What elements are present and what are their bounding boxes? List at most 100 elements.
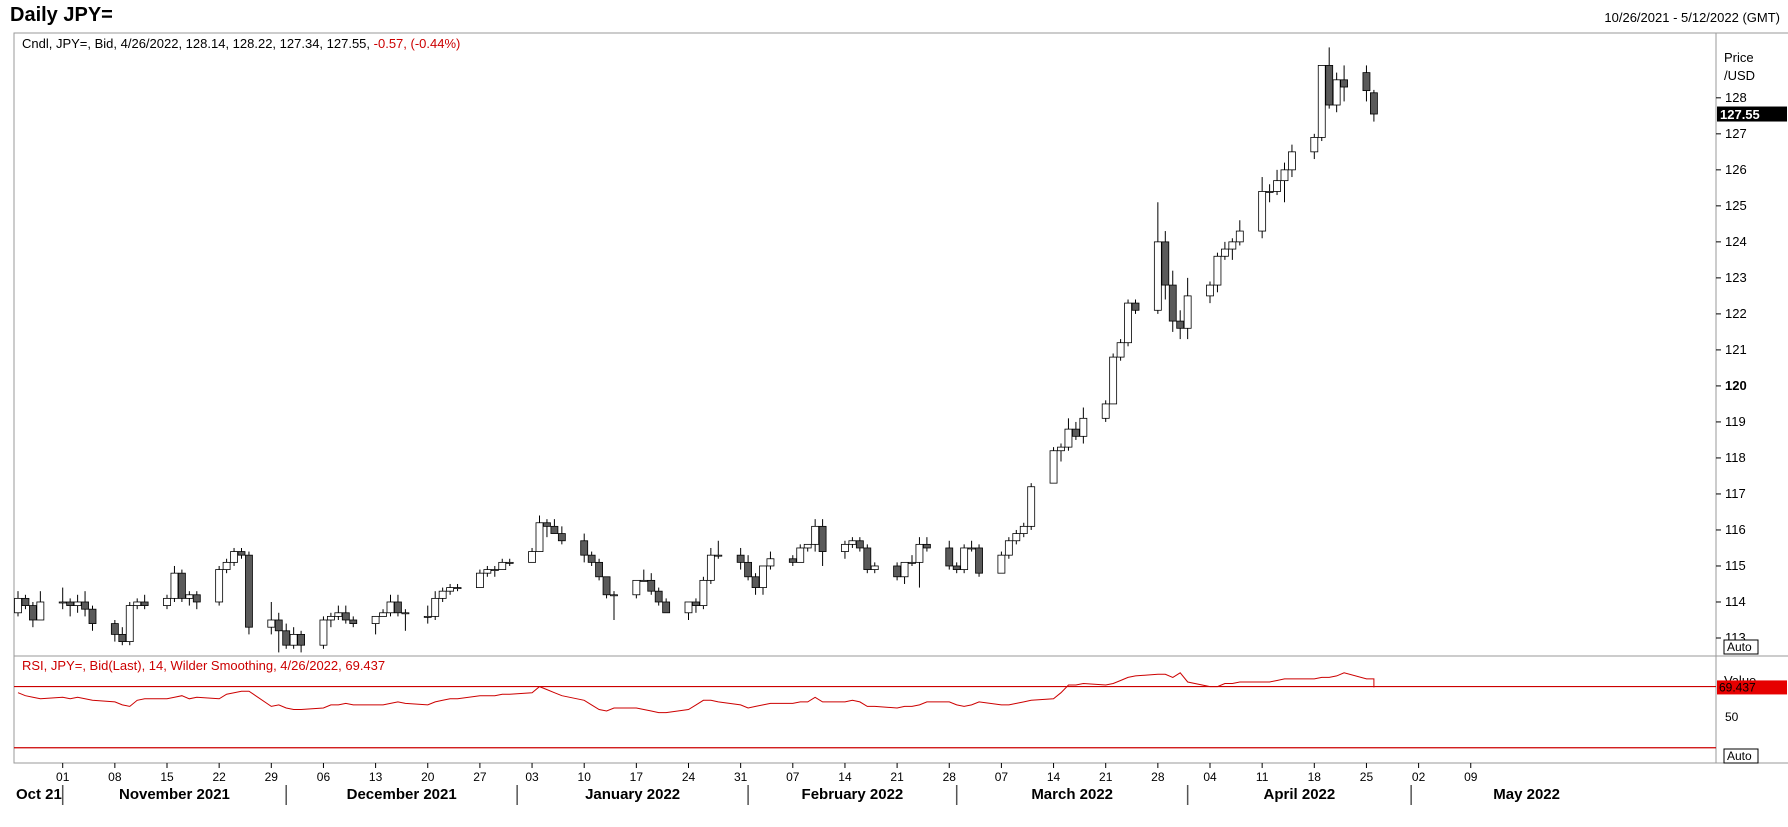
- candle: [423, 605, 432, 624]
- rsi-auto-button[interactable]: Auto: [1723, 748, 1759, 764]
- price-tick-label: 117: [1725, 486, 1746, 501]
- candle: [21, 594, 30, 610]
- candle: [543, 519, 551, 538]
- candle: [1273, 169, 1281, 196]
- candle-body: [841, 543, 849, 552]
- candle: [692, 598, 700, 613]
- date-tick-label: 21: [890, 770, 904, 784]
- candle: [1183, 277, 1192, 340]
- date-axis-ticks: 01 08 15 22 29 06 13 20 27 03 10 17 24 31 07 14 21 28 07 14…: [56, 763, 1478, 805]
- candle: [632, 579, 641, 599]
- last-price-marker: 127.55: [1717, 106, 1787, 122]
- candle-body: [1019, 525, 1028, 534]
- candle: [1221, 241, 1229, 260]
- candle: [818, 519, 827, 566]
- candle-body: [1317, 65, 1326, 138]
- candle: [28, 601, 37, 628]
- date-tick-label: 24: [682, 770, 696, 784]
- candle: [125, 601, 134, 646]
- date-tick-label: 08: [108, 770, 122, 784]
- candle: [192, 591, 201, 610]
- candle: [163, 594, 171, 610]
- candle: [483, 565, 492, 577]
- date-tick-label: 22: [212, 770, 226, 784]
- chart-title: Daily JPY=: [10, 4, 113, 26]
- price-tick-label: 118: [1725, 450, 1746, 465]
- candle: [58, 587, 67, 610]
- candle-body: [580, 540, 589, 556]
- price-tick-label: 120: [1725, 378, 1747, 393]
- candle: [267, 601, 276, 635]
- candle-body: [975, 547, 983, 574]
- candle-body: [297, 633, 306, 646]
- candle: [1280, 162, 1289, 203]
- candle-body: [125, 605, 134, 642]
- candle-body: [602, 576, 611, 596]
- candle-body: [1109, 356, 1118, 405]
- candle: [1258, 177, 1267, 239]
- candle: [1310, 133, 1319, 160]
- candle: [1213, 252, 1222, 293]
- candle-body: [282, 630, 291, 646]
- candle-body: [923, 543, 931, 549]
- date-tick-label: 17: [630, 770, 644, 784]
- price-tick-label: 128: [1725, 90, 1747, 105]
- candle-body: [401, 612, 410, 615]
- candle-body: [1206, 284, 1214, 297]
- candle-body: [1161, 241, 1170, 286]
- candle: [334, 605, 343, 620]
- candle: [654, 587, 663, 606]
- price-tick-label: 127: [1725, 126, 1747, 141]
- candle-body: [177, 572, 186, 599]
- candle-body: [1079, 417, 1088, 437]
- candle: [788, 555, 797, 566]
- candle-body: [81, 601, 89, 610]
- date-tick-label: 18: [1308, 770, 1322, 784]
- price-legend: Cndl, JPY=, Bid, 4/26/2022, 128.14, 128.…: [22, 36, 460, 51]
- candle-body: [639, 579, 648, 582]
- candle: [736, 547, 745, 570]
- candle-body: [88, 608, 97, 624]
- candle-body: [1176, 320, 1185, 329]
- candle: [975, 544, 983, 577]
- date-tick-label: 28: [1151, 770, 1165, 784]
- candle: [1265, 184, 1274, 203]
- candle: [237, 547, 246, 559]
- candle-body: [632, 579, 641, 596]
- month-label: November 2021: [119, 786, 230, 803]
- candle-body: [349, 619, 358, 624]
- candle: [602, 576, 611, 599]
- candle-body: [326, 615, 335, 621]
- month-label: January 2022: [585, 786, 680, 803]
- candle: [863, 544, 872, 574]
- candle-body: [133, 601, 142, 606]
- candle-body: [997, 554, 1006, 574]
- candle: [297, 630, 306, 653]
- date-tick-label: 04: [1203, 770, 1217, 784]
- candle-body: [334, 612, 343, 617]
- candle: [1176, 310, 1185, 340]
- candle: [1064, 418, 1073, 451]
- candle-body: [557, 533, 566, 542]
- candle-body: [863, 547, 872, 570]
- candle-body: [36, 601, 45, 621]
- candle: [498, 558, 507, 570]
- candle: [1168, 270, 1177, 332]
- candle: [915, 537, 924, 588]
- candle-body: [1131, 302, 1140, 311]
- price-tick-label: 114: [1725, 594, 1746, 609]
- date-tick-label: 28: [943, 770, 957, 784]
- candle: [1340, 65, 1348, 102]
- candle-body: [1370, 92, 1378, 115]
- candle: [1228, 238, 1237, 260]
- candle-body: [319, 619, 328, 646]
- candle-body: [744, 561, 752, 578]
- candle: [684, 601, 693, 620]
- price-auto-button[interactable]: Auto: [1723, 639, 1759, 655]
- candle: [1332, 72, 1341, 113]
- rsi-legend: RSI, JPY=, Bid(Last), 14, Wilder Smoothi…: [22, 658, 385, 673]
- candle: [997, 551, 1006, 574]
- candle: [170, 565, 179, 602]
- candle-body: [1116, 342, 1125, 358]
